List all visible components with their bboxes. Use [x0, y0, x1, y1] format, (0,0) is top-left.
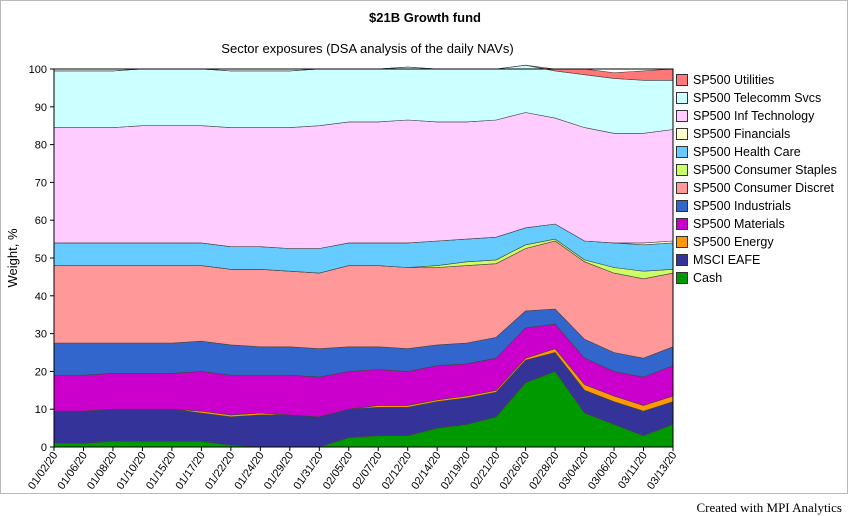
legend-label: Cash — [693, 271, 723, 285]
legend-item: SP500 Consumer Discret — [676, 179, 848, 197]
footer-credit: Created with MPI Analytics — [696, 500, 842, 515]
legend-swatch — [676, 110, 688, 122]
legend-label: SP500 Telecomm Svcs — [693, 91, 822, 105]
legend: SP500 Utilities SP500 Telecomm Svcs SP500 … — [676, 71, 848, 287]
y-tick-label: 80 — [35, 140, 47, 152]
legend-label: SP500 Utilities — [693, 73, 775, 87]
legend-swatch — [676, 236, 688, 248]
legend-swatch — [676, 182, 688, 194]
legend-label: SP500 Consumer Staples — [693, 163, 837, 177]
x-axis: 01/02/2001/06/2001/08/2001/10/2001/15/20… — [26, 447, 679, 492]
y-tick-label: 90 — [35, 102, 47, 114]
y-tick-label: 0 — [41, 442, 47, 454]
legend-item: SP500 Inf Technology — [676, 107, 848, 125]
y-tick-label: 20 — [35, 366, 47, 378]
legend-swatch — [676, 74, 688, 86]
y-tick-label: 30 — [35, 329, 47, 341]
legend-label: MSCI EAFE — [693, 253, 761, 267]
chart-subtitle: Sector exposures (DSA analysis of the da… — [221, 41, 514, 56]
legend-label: SP500 Consumer Discret — [693, 181, 835, 195]
legend-item: SP500 Consumer Staples — [676, 161, 848, 179]
legend-item: SP500 Health Care — [676, 143, 848, 161]
x-tick-label: 03/13/20 — [645, 450, 679, 492]
area-series-9 — [53, 112, 674, 249]
legend-swatch — [676, 254, 688, 266]
legend-item: Cash — [676, 269, 848, 287]
legend-label: SP500 Financials — [693, 127, 791, 141]
legend-swatch — [676, 146, 688, 158]
legend-item: SP500 Materials — [676, 215, 848, 233]
legend-label: SP500 Energy — [693, 235, 774, 249]
y-tick-label: 70 — [35, 177, 47, 189]
legend-item: SP500 Telecomm Svcs — [676, 89, 848, 107]
legend-swatch — [676, 200, 688, 212]
legend-item: MSCI EAFE — [676, 251, 848, 269]
legend-item: SP500 Industrials — [676, 197, 848, 215]
legend-item: SP500 Financials — [676, 125, 848, 143]
y-axis-label: Weight, % — [5, 228, 20, 287]
legend-label: SP500 Health Care — [693, 145, 801, 159]
y-tick-label: 40 — [35, 291, 47, 303]
legend-swatch — [676, 272, 688, 284]
legend-label: SP500 Materials — [693, 217, 785, 231]
chart-title: $21B Growth fund — [369, 10, 481, 25]
legend-label: SP500 Inf Technology — [693, 109, 815, 123]
y-axis: 0 10 20 30 40 50 60 70 80 90 100 — [29, 64, 54, 454]
area-layers — [53, 64, 674, 448]
y-tick-label: 10 — [35, 404, 47, 416]
legend-swatch — [676, 128, 688, 140]
x-tick-label: 03/06/20 — [586, 450, 620, 492]
legend-swatch — [676, 92, 688, 104]
legend-swatch — [676, 218, 688, 230]
legend-item: SP500 Energy — [676, 233, 848, 251]
legend-item: SP500 Utilities — [676, 71, 848, 89]
legend-swatch — [676, 164, 688, 176]
legend-label: SP500 Industrials — [693, 199, 791, 213]
y-tick-label: 50 — [35, 253, 47, 265]
y-tick-label: 60 — [35, 215, 47, 227]
y-tick-label: 100 — [29, 64, 47, 76]
